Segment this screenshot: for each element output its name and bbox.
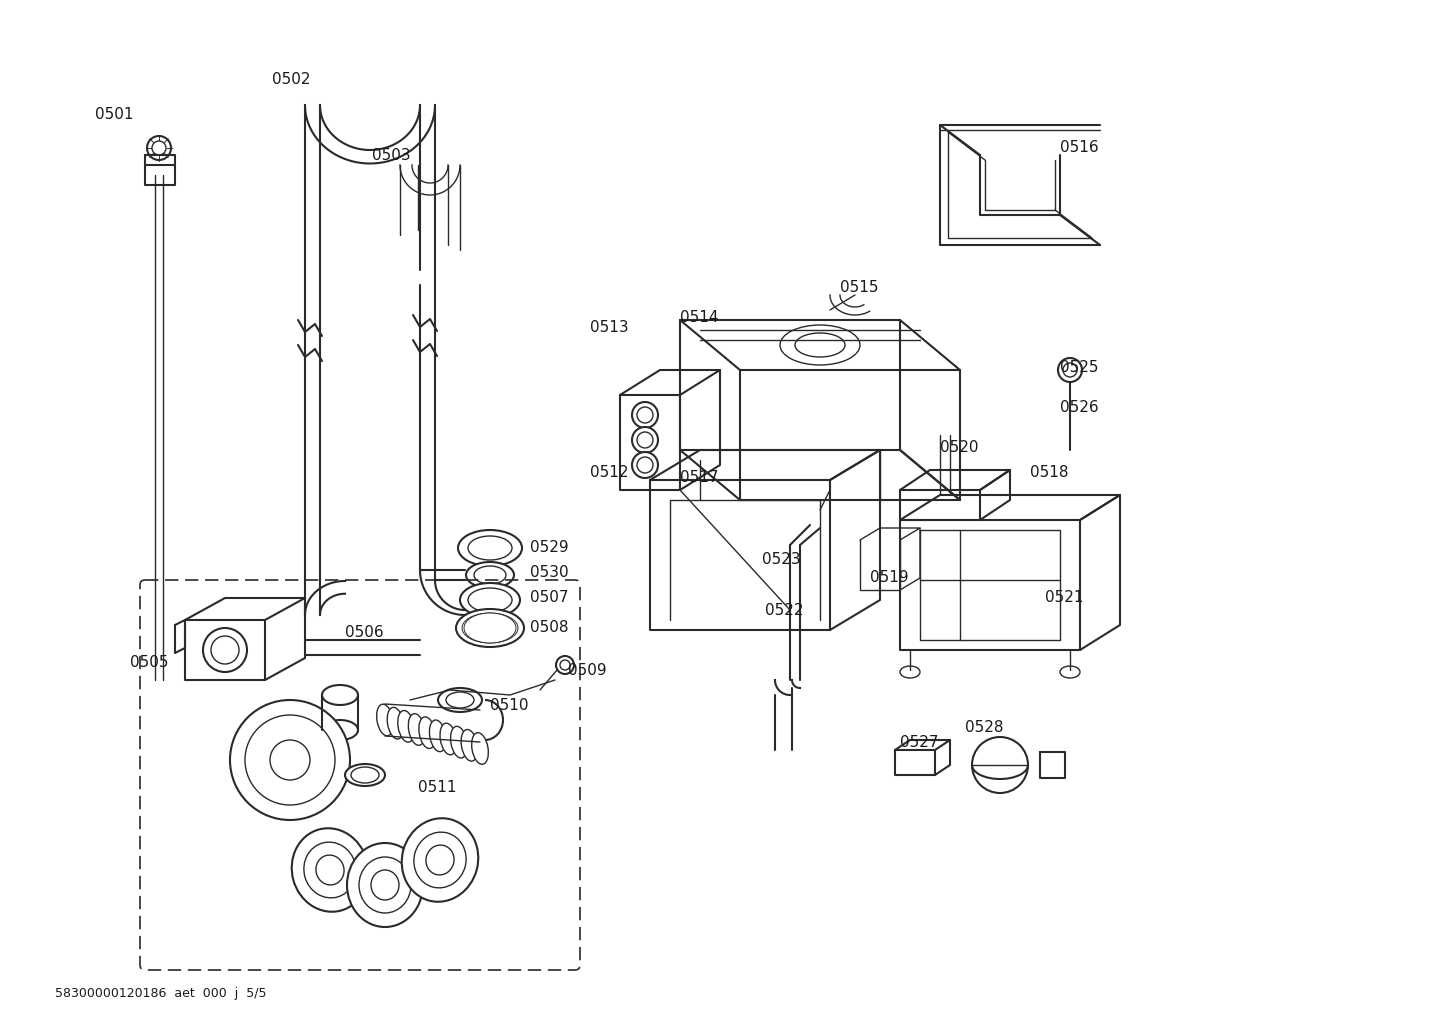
Ellipse shape — [322, 685, 358, 705]
Circle shape — [637, 432, 653, 448]
Ellipse shape — [780, 325, 859, 365]
Ellipse shape — [450, 727, 467, 758]
Circle shape — [211, 636, 239, 664]
Ellipse shape — [304, 842, 356, 898]
Text: 0528: 0528 — [965, 720, 1004, 735]
Circle shape — [972, 737, 1028, 793]
Ellipse shape — [359, 857, 411, 913]
Text: 0517: 0517 — [681, 470, 718, 485]
Ellipse shape — [376, 704, 394, 736]
Text: 0526: 0526 — [1060, 400, 1099, 415]
Ellipse shape — [461, 730, 477, 761]
Text: 0503: 0503 — [372, 148, 411, 163]
Text: 0519: 0519 — [870, 570, 908, 585]
Ellipse shape — [456, 609, 523, 647]
Ellipse shape — [474, 566, 506, 584]
Text: 58300000120186  aet  000  j  5/5: 58300000120186 aet 000 j 5/5 — [55, 987, 267, 1000]
Circle shape — [1058, 358, 1082, 382]
Ellipse shape — [446, 692, 474, 708]
Ellipse shape — [795, 333, 845, 357]
Ellipse shape — [350, 767, 379, 783]
Text: 0505: 0505 — [130, 655, 169, 671]
Text: 0513: 0513 — [590, 320, 629, 335]
Ellipse shape — [408, 713, 425, 745]
Ellipse shape — [459, 530, 522, 566]
Circle shape — [203, 628, 247, 672]
Circle shape — [559, 660, 570, 671]
Ellipse shape — [322, 720, 358, 740]
Text: 0512: 0512 — [590, 465, 629, 480]
Ellipse shape — [402, 818, 479, 902]
Circle shape — [245, 715, 335, 805]
Text: 0527: 0527 — [900, 735, 939, 750]
Circle shape — [632, 427, 658, 453]
Ellipse shape — [440, 723, 457, 755]
Circle shape — [637, 457, 653, 473]
Text: 0501: 0501 — [95, 107, 134, 122]
Circle shape — [231, 700, 350, 820]
Text: 0516: 0516 — [1060, 140, 1099, 155]
Ellipse shape — [430, 720, 446, 752]
Circle shape — [637, 407, 653, 423]
Text: 0522: 0522 — [766, 603, 803, 618]
Text: 0508: 0508 — [531, 620, 568, 635]
Text: 0511: 0511 — [418, 780, 457, 795]
Ellipse shape — [464, 613, 516, 643]
Ellipse shape — [371, 870, 399, 900]
Ellipse shape — [438, 688, 482, 712]
Text: 0502: 0502 — [273, 72, 310, 87]
Ellipse shape — [316, 855, 345, 884]
Ellipse shape — [466, 615, 513, 641]
Circle shape — [557, 656, 574, 674]
Ellipse shape — [469, 536, 512, 560]
Ellipse shape — [461, 613, 518, 643]
Ellipse shape — [460, 583, 521, 616]
Text: 0529: 0529 — [531, 540, 568, 555]
Circle shape — [632, 403, 658, 428]
Text: 0521: 0521 — [1045, 590, 1083, 605]
Ellipse shape — [418, 716, 435, 749]
Text: 0518: 0518 — [1030, 465, 1069, 480]
Circle shape — [632, 452, 658, 478]
Circle shape — [270, 740, 310, 780]
Text: 0509: 0509 — [568, 663, 607, 678]
Text: 0520: 0520 — [940, 440, 979, 455]
Ellipse shape — [414, 833, 466, 888]
Ellipse shape — [388, 707, 404, 739]
Text: 0530: 0530 — [531, 565, 568, 580]
Ellipse shape — [398, 710, 414, 742]
Text: 0525: 0525 — [1060, 360, 1099, 375]
Ellipse shape — [345, 764, 385, 786]
Text: 0515: 0515 — [841, 280, 878, 294]
Circle shape — [147, 136, 172, 160]
Text: 0514: 0514 — [681, 310, 718, 325]
Text: 0506: 0506 — [345, 625, 384, 640]
Ellipse shape — [348, 843, 423, 927]
Ellipse shape — [472, 733, 489, 764]
Ellipse shape — [291, 828, 368, 912]
Ellipse shape — [466, 562, 513, 588]
Ellipse shape — [1060, 666, 1080, 678]
Text: 0507: 0507 — [531, 590, 568, 605]
Ellipse shape — [469, 588, 512, 612]
Text: 0510: 0510 — [490, 698, 529, 713]
Circle shape — [151, 141, 166, 155]
Ellipse shape — [425, 845, 454, 875]
Text: 0523: 0523 — [761, 552, 800, 567]
Ellipse shape — [900, 666, 920, 678]
Circle shape — [1063, 363, 1077, 377]
